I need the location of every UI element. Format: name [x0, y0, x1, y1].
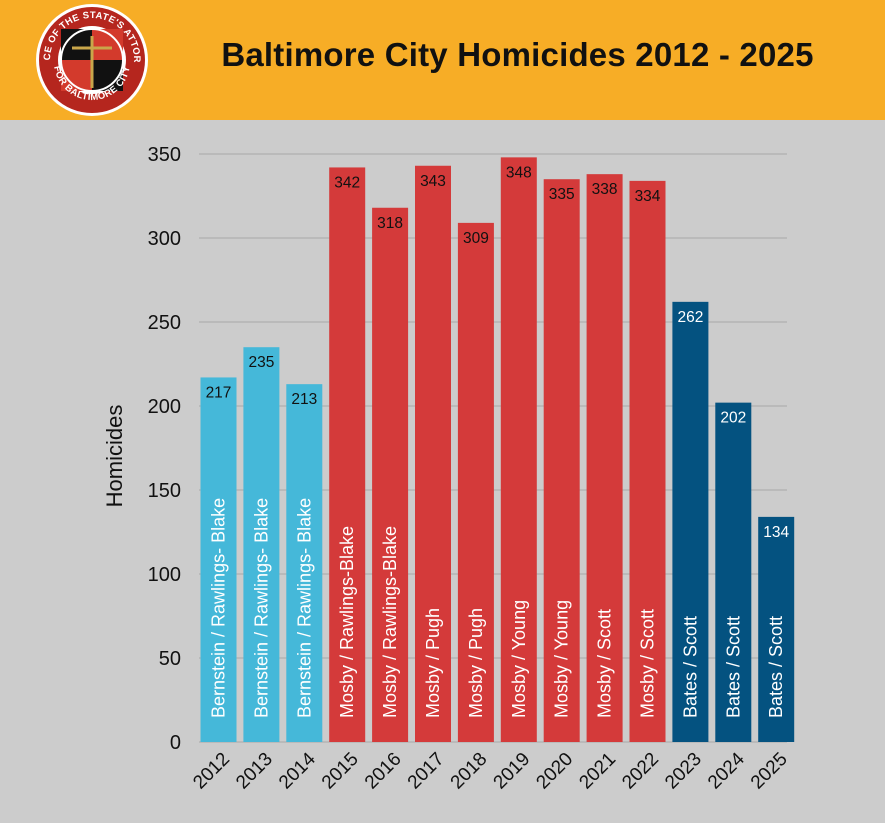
- bar-value-label: 309: [463, 230, 489, 247]
- bar-group: 338 Mosby / Scott: [586, 174, 623, 742]
- bar-value-label: 335: [549, 186, 575, 203]
- y-axis-ticks: 0 50 100 150 200 250 300 350: [148, 144, 181, 754]
- bar: [286, 384, 323, 742]
- bar-value-label: 318: [377, 215, 403, 232]
- bar: [372, 207, 409, 742]
- x-tick-label: 2012: [189, 749, 234, 794]
- y-tick-label: 100: [148, 564, 181, 586]
- bar-value-label: 348: [506, 164, 532, 181]
- bar-term-label: Bates / Scott: [680, 616, 700, 718]
- bar-value-label: 235: [248, 354, 274, 371]
- bar-group: 335 Mosby / Young: [543, 179, 580, 742]
- x-tick-label: 2014: [275, 748, 320, 793]
- bar-value-label: 213: [291, 391, 317, 408]
- x-tick-label: 2025: [747, 749, 792, 794]
- bar-term-label: Mosby / Scott: [595, 609, 615, 718]
- bar-group: 309 Mosby / Pugh: [457, 222, 494, 742]
- bar-term-label: Mosby / Young: [552, 600, 572, 718]
- bar: [415, 165, 451, 742]
- bar: [672, 301, 709, 742]
- bar: [457, 222, 494, 742]
- bars: 217 Bernstein / Rawlings- Blake 235 Bernste…: [200, 157, 795, 743]
- bar-term-label: Bernstein / Rawlings- Blake: [294, 498, 314, 718]
- x-tick-label: 2020: [532, 749, 577, 794]
- bar-value-label: 202: [720, 410, 746, 427]
- bar: [543, 179, 580, 742]
- bar-group: 213 Bernstein / Rawlings- Blake: [286, 384, 323, 742]
- bar-value-label: 262: [677, 309, 703, 326]
- bar-group: 262 Bates / Scott: [672, 301, 709, 742]
- bar: [500, 157, 537, 743]
- bar: [758, 516, 795, 742]
- bar-group: 343 Mosby / Pugh: [415, 165, 451, 742]
- x-tick-label: 2017: [404, 749, 449, 794]
- bar-term-label: Mosby / Scott: [638, 609, 658, 718]
- y-tick-label: 250: [148, 312, 181, 334]
- x-tick-label: 2023: [661, 749, 706, 794]
- chart-title: Baltimore City Homicides 2012 - 2025: [221, 36, 814, 73]
- x-tick-label: 2021: [575, 749, 620, 794]
- bar-value-label: 343: [420, 173, 446, 190]
- x-tick-label: 2024: [704, 748, 749, 793]
- x-tick-label: 2022: [618, 749, 663, 794]
- bar-value-label: 342: [334, 174, 360, 191]
- bar: [586, 174, 623, 742]
- bar-term-label: Mosby / Young: [509, 600, 529, 718]
- x-axis-ticks: 2012201320142015201620172018201920202021…: [189, 748, 791, 793]
- bar-term-label: Bernstein / Rawlings- Blake: [251, 498, 271, 718]
- bar-term-label: Mosby / Rawlings-Blake: [337, 526, 357, 718]
- state-attorney-seal-icon: OFFICE OF THE STATE'S ATTORNEY FOR BALTI…: [30, 2, 148, 116]
- bar: [715, 402, 752, 742]
- x-tick-label: 2013: [232, 749, 277, 794]
- bar-term-label: Mosby / Rawlings-Blake: [380, 526, 400, 718]
- bar-group: 217 Bernstein / Rawlings- Blake: [200, 377, 237, 742]
- bar: [243, 347, 280, 742]
- bar: [629, 180, 666, 742]
- bar-group: 134 Bates / Scott: [758, 516, 795, 742]
- bar-group: 334 Mosby / Scott: [629, 180, 666, 742]
- bar-term-label: Bernstein / Rawlings- Blake: [209, 498, 229, 718]
- bar-group: 342 Mosby / Rawlings-Blake: [329, 167, 366, 742]
- bar-value-label: 134: [763, 524, 789, 541]
- bar: [329, 167, 366, 742]
- bar-value-label: 338: [592, 181, 618, 198]
- x-tick-label: 2015: [318, 749, 363, 794]
- y-tick-label: 300: [148, 228, 181, 250]
- bar-value-label: 334: [635, 188, 661, 205]
- y-tick-label: 350: [148, 144, 181, 166]
- y-tick-label: 200: [148, 396, 181, 418]
- x-tick-label: 2016: [361, 749, 406, 794]
- y-tick-label: 0: [170, 732, 181, 754]
- x-tick-label: 2018: [447, 749, 492, 794]
- y-axis-label: Homicides: [102, 405, 127, 508]
- y-tick-label: 50: [159, 648, 181, 670]
- header-banner: OFFICE OF THE STATE'S ATTORNEY FOR BALTI…: [0, 0, 885, 120]
- homicides-bar-chart: 0 50 100 150 200 250 300 350 Homicides 217 Berns…: [102, 144, 795, 793]
- bar-term-label: Mosby / Pugh: [466, 608, 486, 718]
- bar-value-label: 217: [206, 384, 232, 401]
- bar-group: 202 Bates / Scott: [715, 402, 752, 742]
- bar-group: 348 Mosby / Young: [500, 157, 537, 743]
- x-tick-label: 2019: [490, 749, 535, 794]
- bar: [200, 377, 237, 742]
- bar-term-label: Bates / Scott: [766, 616, 786, 718]
- bar-group: 318 Mosby / Rawlings-Blake: [372, 207, 409, 742]
- bar-term-label: Bates / Scott: [723, 616, 743, 718]
- bar-group: 235 Bernstein / Rawlings- Blake: [243, 347, 280, 742]
- bar-term-label: Mosby / Pugh: [423, 608, 443, 718]
- y-tick-label: 150: [148, 480, 181, 502]
